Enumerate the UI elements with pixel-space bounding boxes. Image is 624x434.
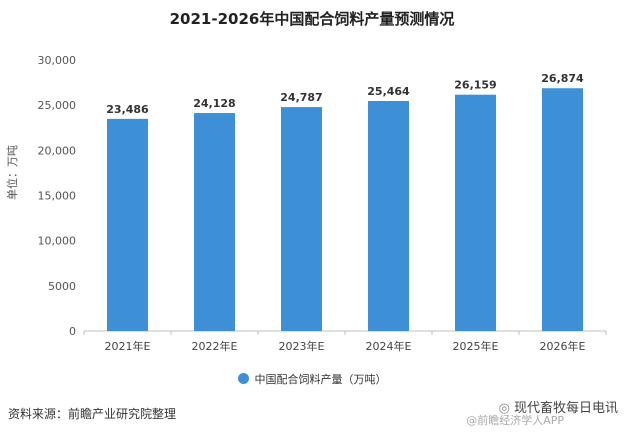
bar [281, 107, 322, 332]
y-tick-label: 10,000 [38, 235, 77, 248]
watermark-sub: @前瞻经济学人APP [466, 414, 564, 427]
bar [542, 88, 583, 332]
legend-label: 中国配合饲料产量（万吨） [254, 373, 387, 386]
x-tick-label: 2026年E [540, 339, 586, 353]
watermark-main: ◎ 现代畜牧每日电讯 [499, 397, 618, 416]
wechat-icon: ◎ [498, 401, 510, 416]
x-tick-label: 2023年E [279, 339, 325, 353]
x-tick-label: 2025年E [453, 339, 499, 353]
data-label: 25,464 [367, 85, 410, 98]
y-tick-label: 25,000 [38, 99, 77, 112]
data-label: 26,159 [454, 79, 496, 92]
y-tick-label: 30,000 [38, 54, 77, 67]
y-tick-label: 5000 [48, 280, 76, 293]
data-label: 23,486 [106, 103, 149, 116]
data-label: 24,128 [193, 97, 235, 110]
watermark-main-text: 现代畜牧每日电讯 [513, 401, 618, 416]
x-tick-label: 2021年E [105, 339, 151, 353]
bar [194, 113, 235, 331]
y-tick-label: 15,000 [38, 190, 77, 203]
chart-title: 2021-2026年中国配合饲料产量预测情况 [169, 10, 455, 28]
data-label: 26,874 [541, 72, 584, 85]
legend: 中国配合饲料产量（万吨） [0, 371, 624, 387]
x-tick-label: 2022年E [192, 339, 238, 353]
data-label: 24,787 [280, 91, 322, 104]
bar [107, 118, 148, 331]
source-note: 资料来源：前瞻产业研究院整理 [8, 407, 177, 421]
bar [455, 94, 496, 331]
x-tick-label: 2024年E [366, 339, 412, 353]
y-tick-label: 0 [69, 325, 76, 338]
y-tick-label: 20,000 [38, 144, 77, 157]
legend-swatch [237, 373, 249, 384]
bar [368, 100, 409, 332]
